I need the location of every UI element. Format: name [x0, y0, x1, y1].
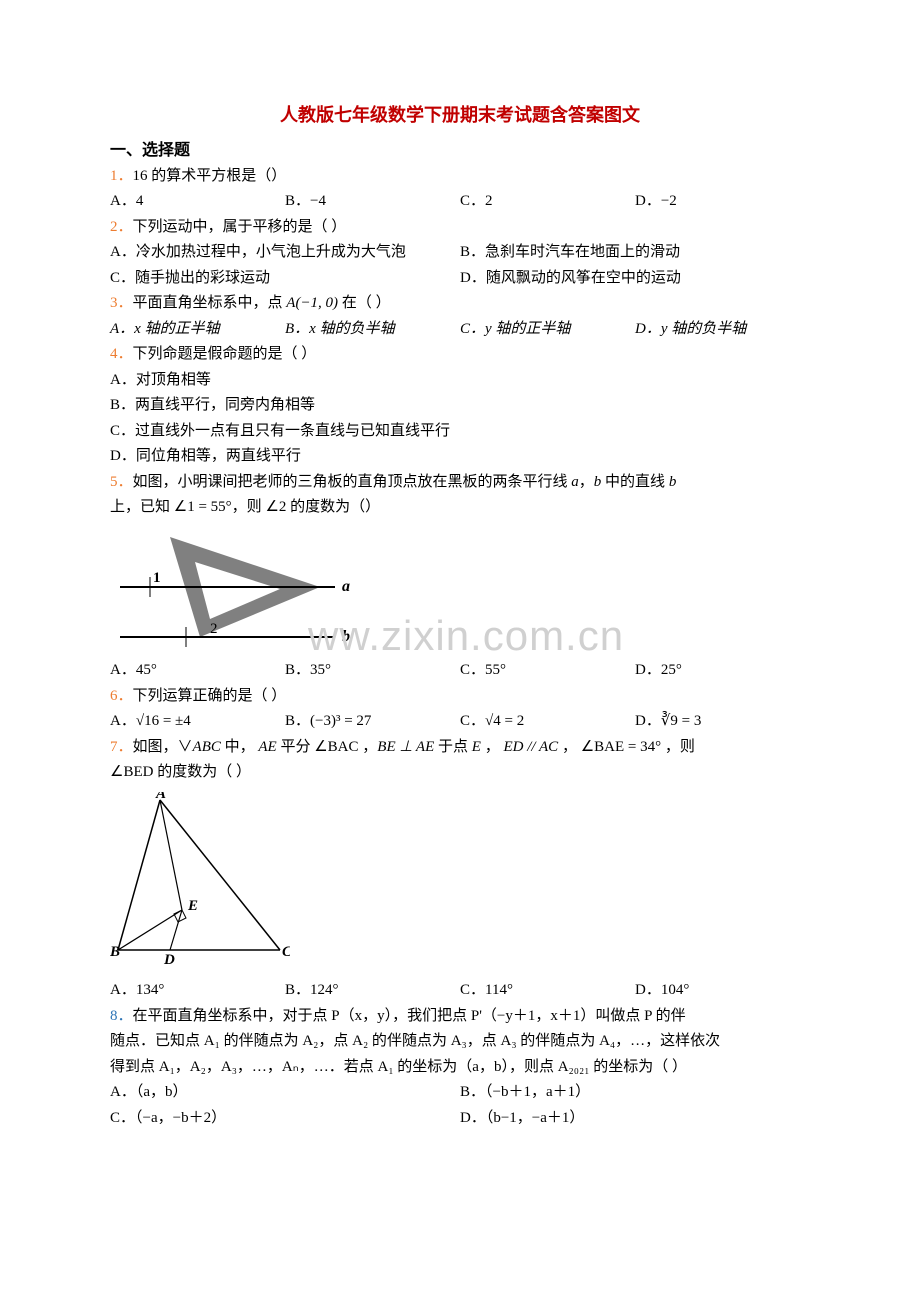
q5-A: A．45° — [110, 658, 285, 684]
q6-A: A．√16 = ±4 — [110, 709, 285, 735]
q2-D: D．随风飘动的风筝在空中的运动 — [460, 266, 810, 292]
q6-D: D．∛9 = 3 — [635, 709, 810, 735]
label-2: 2 — [210, 621, 218, 637]
q5-choices: A．45° B．35° C．55° D．25° — [110, 658, 810, 684]
q2-B: B．急刹车时汽车在地面上的滑动 — [460, 240, 810, 266]
q4-C: C．过直线外一点有且只有一条直线与已知直线平行 — [110, 419, 810, 445]
q3-B: B．x 轴的负半轴 — [285, 317, 460, 343]
q5-C: C．55° — [460, 658, 635, 684]
q6-C: C．√4 = 2 — [460, 709, 635, 735]
q1-choices: A．4 B．−4 C．2 D．−2 — [110, 189, 810, 215]
question-1: 1．16 的算术平方根是（） — [110, 164, 810, 190]
section-heading: 一、选择题 — [110, 137, 810, 164]
q2-C: C．随手抛出的彩球运动 — [110, 266, 460, 292]
q3-pt: A(−1, 0) — [286, 295, 338, 311]
q7-A: A．134° — [110, 978, 285, 1004]
q8-A: A．（a，b） — [110, 1080, 460, 1106]
q8-D: D．（b−1，−a＋1） — [460, 1106, 810, 1132]
q1-D: D．−2 — [635, 189, 810, 215]
q2-text: 下列运动中，属于平移的是（ ） — [133, 219, 347, 235]
q2-num: 2． — [110, 219, 133, 235]
q2-A: A．冷水加热过程中，小气泡上升成为大气泡 — [110, 240, 460, 266]
q3-pre: 平面直角坐标系中，点 — [133, 295, 287, 311]
q4-A: A．对顶角相等 — [110, 368, 810, 394]
q7-C: C．114° — [460, 978, 635, 1004]
q1-text: 16 的算术平方根是（） — [133, 168, 287, 184]
q5-line2: 上，已知 ∠1 = 55°，则 ∠2 的度数为（） — [110, 495, 810, 521]
q6-text: 下列运算正确的是（ ） — [133, 688, 287, 704]
q6-num: 6． — [110, 688, 133, 704]
q7-B: B．124° — [285, 978, 460, 1004]
q5-num: 5． — [110, 474, 133, 490]
q3-A: A．x 轴的正半轴 — [110, 317, 285, 343]
pt-B: B — [110, 944, 120, 960]
q1-B: B．−4 — [285, 189, 460, 215]
q1-num: 1． — [110, 168, 133, 184]
q4-B: B．两直线平行，同旁内角相等 — [110, 393, 810, 419]
label-1: 1 — [153, 570, 161, 586]
q7-line2: ∠BED 的度数为（ ） — [110, 760, 810, 786]
question-5: 5．如图，小明课间把老师的三角板的直角顶点放在黑板的两条平行线 a，b 中的直线… — [110, 470, 810, 496]
q8-C: C．（−a，−b＋2） — [110, 1106, 460, 1132]
q3-C: C．y 轴的正半轴 — [460, 317, 635, 343]
seg-AE — [160, 800, 182, 910]
q5-D: D．25° — [635, 658, 810, 684]
pt-E: E — [187, 898, 198, 914]
q4-text: 下列命题是假命题的是（ ） — [133, 346, 317, 362]
q3-num: 3． — [110, 295, 133, 311]
pt-D: D — [163, 952, 175, 967]
q2-row2: C．随手抛出的彩球运动 D．随风飘动的风筝在空中的运动 — [110, 266, 810, 292]
q4-num: 4． — [110, 346, 133, 362]
q1-C: C．2 — [460, 189, 635, 215]
q7-num: 7． — [110, 739, 133, 755]
q8-B: B．（−b＋1，a＋1） — [460, 1080, 810, 1106]
label-b: b — [342, 628, 350, 645]
pt-C: C — [282, 944, 290, 960]
question-6: 6．下列运算正确的是（ ） — [110, 684, 810, 710]
q1-A: A．4 — [110, 189, 285, 215]
q7-D: D．104° — [635, 978, 810, 1004]
question-7: 7．如图，∨ABC 中， AE 平分 ∠BAC ，BE ⊥ AE 于点 E ， … — [110, 735, 810, 761]
q5-B: B．35° — [285, 658, 460, 684]
doc-title: 人教版七年级数学下册期末考试题含答案图文 — [110, 100, 810, 131]
q8-l2: 随点．已知点 A₁ 的伴随点为 A₂，点 A₂ 的伴随点为 A₃，点 A₃ 的伴… — [110, 1029, 810, 1055]
q3-choices: A．x 轴的正半轴 B．x 轴的负半轴 C．y 轴的正半轴 D．y 轴的负半轴 — [110, 317, 810, 343]
question-2: 2．下列运动中，属于平移的是（ ） — [110, 215, 810, 241]
q3-post: 在（ ） — [338, 295, 391, 311]
q2-row1: A．冷水加热过程中，小气泡上升成为大气泡 B．急刹车时汽车在地面上的滑动 — [110, 240, 810, 266]
q6-B: B．(−3)³ = 27 — [285, 709, 460, 735]
q8-num: 8． — [110, 1008, 133, 1024]
q8-l3: 得到点 A₁，A₂，A₃，…，Aₙ，…．若点 A₁ 的坐标为（a，b），则点 A… — [110, 1055, 810, 1081]
seg-AC — [160, 800, 280, 950]
q6-choices: A．√16 = ±4 B．(−3)³ = 27 C．√4 = 2 D．∛9 = … — [110, 709, 810, 735]
question-8: 8．在平面直角坐标系中，对于点 P（x，y），我们把点 P'（−y＋1，x＋1）… — [110, 1004, 810, 1030]
q8-row2: C．（−a，−b＋2） D．（b−1，−a＋1） — [110, 1106, 810, 1132]
question-3: 3．平面直角坐标系中，点 A(−1, 0) 在（ ） — [110, 291, 810, 317]
pt-A: A — [155, 792, 166, 802]
q5-figure: 1 2 a b — [110, 527, 810, 657]
q7-figure: A B C D E — [110, 792, 810, 977]
question-4: 4．下列命题是假命题的是（ ） — [110, 342, 810, 368]
label-a: a — [342, 578, 350, 595]
q7-choices: A．134° B．124° C．114° D．104° — [110, 978, 810, 1004]
q4-D: D．同位角相等，两直线平行 — [110, 444, 810, 470]
q3-D: D．y 轴的负半轴 — [635, 317, 810, 343]
q8-row1: A．（a，b） B．（−b＋1，a＋1） — [110, 1080, 810, 1106]
